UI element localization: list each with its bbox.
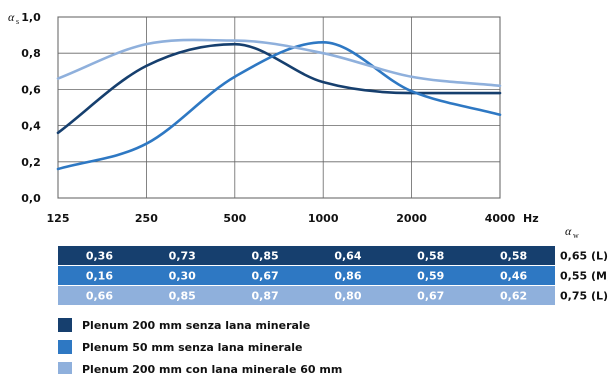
table-cell: 0,58 xyxy=(417,250,444,263)
table-cell: 0,16 xyxy=(86,270,113,283)
table-cell: 0,36 xyxy=(86,250,113,263)
table-cell: 0,87 xyxy=(252,290,279,303)
table-row-3 xyxy=(58,286,555,305)
x-tick-label: 2000 xyxy=(396,212,427,225)
table-cell: 0,67 xyxy=(417,290,444,303)
table-cell: 0,59 xyxy=(417,270,444,283)
y-tick-label: 0,8 xyxy=(21,47,41,60)
aw-symbol-sub: w xyxy=(573,231,579,240)
table-cell: 0,62 xyxy=(500,290,527,303)
aw-symbol: α xyxy=(565,224,572,238)
table-cell: 0,73 xyxy=(169,250,196,263)
legend-swatch-3 xyxy=(58,362,72,374)
x-axis-unit: Hz xyxy=(523,212,539,225)
legend-label-2: Plenum 50 mm senza lana minerale xyxy=(82,341,303,354)
aw-value: 0,65 (L) xyxy=(560,250,608,263)
table-cell: 0,85 xyxy=(252,250,279,263)
aw-value: 0,55 (M) xyxy=(560,270,608,283)
table-cell: 0,58 xyxy=(500,250,527,263)
legend-label-1: Plenum 200 mm senza lana minerale xyxy=(82,319,310,332)
y-tick-label: 0,0 xyxy=(21,192,41,205)
table-cell: 0,30 xyxy=(169,270,196,283)
table-row-1 xyxy=(58,246,555,265)
x-tick-label: 500 xyxy=(223,212,246,225)
table-cell: 0,85 xyxy=(169,290,196,303)
table-cell: 0,86 xyxy=(334,270,361,283)
table-cell: 0,46 xyxy=(500,270,527,283)
x-tick-label: 250 xyxy=(135,212,158,225)
y-tick-label: 0,6 xyxy=(21,83,41,96)
table-cell: 0,66 xyxy=(86,290,113,303)
x-tick-label: 4000 xyxy=(485,212,516,225)
legend-swatch-1 xyxy=(58,318,72,332)
y-axis-symbol: α xyxy=(8,10,15,24)
values-table: 0,36 0,73 0,85 0,64 0,58 0,58 0,65 (L) 0,16 0,30… xyxy=(58,246,608,305)
y-tick-label: 1,0 xyxy=(21,11,41,24)
table-cell: 0,67 xyxy=(252,270,279,283)
series-line-2 xyxy=(56,41,502,171)
table-cell: 0,64 xyxy=(334,250,361,263)
chart-labels: α s Hz α w 0,0 0,2 0,4 0,6 0,8 1,0 125 250 500 10… xyxy=(8,10,579,240)
x-tick-label: 125 xyxy=(47,212,70,225)
series-line-3 xyxy=(56,38,502,88)
aw-value: 0,75 (L) xyxy=(560,290,608,303)
y-tick-label: 0,4 xyxy=(21,120,41,133)
table-row-2 xyxy=(58,266,555,285)
legend: Plenum 200 mm senza lana minerale Plenum … xyxy=(58,318,342,374)
table-cell: 0,80 xyxy=(334,290,361,303)
legend-swatch-2 xyxy=(58,340,72,354)
y-axis-symbol-sub: s xyxy=(16,17,19,26)
y-tick-label: 0,2 xyxy=(21,156,41,169)
x-tick-label: 1000 xyxy=(308,212,339,225)
chart-curves xyxy=(56,38,502,171)
legend-label-3: Plenum 200 mm con lana minerale 60 mm xyxy=(82,363,342,374)
